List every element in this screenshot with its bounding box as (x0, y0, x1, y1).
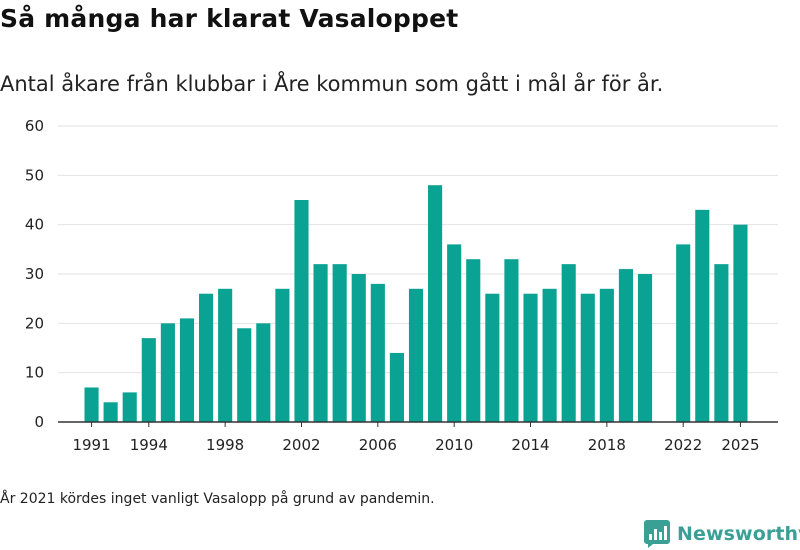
bar-1996[interactable] (179, 318, 195, 422)
bar-2023[interactable] (695, 209, 710, 422)
y-tick-label: 30 (25, 265, 44, 283)
bar-2007[interactable] (389, 352, 404, 422)
x-tick-label: 2002 (282, 436, 320, 454)
x-tick-label: 1994 (130, 436, 168, 454)
bar-1993[interactable] (122, 392, 137, 422)
bar-1997[interactable] (198, 293, 214, 422)
y-tick-label: 50 (25, 166, 44, 184)
chart-title: Så många har klarat Vasaloppet (0, 4, 459, 33)
bar-chart: 0 10 20 30 40 50 60 1991 1994 1998 2002 2006 2010 201… (25, 117, 778, 454)
bar-1992[interactable] (103, 402, 118, 422)
bar-2016[interactable] (561, 264, 576, 422)
y-tick-label: 10 (25, 364, 44, 382)
bar-1995[interactable] (160, 323, 175, 422)
bar-2013[interactable] (504, 259, 519, 422)
bar-2003[interactable] (313, 264, 328, 422)
bar-2017[interactable] (580, 293, 595, 422)
x-tick-label: 2022 (664, 436, 702, 454)
bar-2011[interactable] (466, 259, 481, 422)
bar-2018[interactable] (599, 288, 614, 422)
bar-2012[interactable] (485, 293, 500, 422)
bar-2008[interactable] (408, 288, 424, 422)
bar-1991[interactable] (84, 387, 99, 422)
bar-2014[interactable] (523, 293, 538, 422)
bar-2002[interactable] (294, 200, 309, 422)
chart-subtitle: Antal åkare från klubbar i Åre kommun so… (0, 72, 664, 96)
x-tick-label: 2014 (511, 436, 549, 454)
newsworthy-logo[interactable]: Newsworthy (644, 519, 800, 549)
brand-name: Newsworthy (677, 523, 800, 545)
bar-2022[interactable] (676, 244, 691, 422)
bar-2010[interactable] (447, 244, 462, 422)
bar-2005[interactable] (351, 274, 366, 422)
y-tick-label: 40 (25, 216, 44, 234)
bar-2001[interactable] (275, 288, 290, 422)
bar-2019[interactable] (618, 269, 634, 422)
bar-1999[interactable] (237, 328, 252, 422)
y-tick-label: 0 (34, 413, 44, 431)
gridlines (58, 125, 778, 374)
bars (84, 185, 748, 422)
x-tick-label: 1991 (72, 436, 110, 454)
x-tick-label: 2006 (359, 436, 397, 454)
axes: 0 10 20 30 40 50 60 1991 1994 1998 2002 2006 2010 201… (25, 117, 778, 454)
bar-1994[interactable] (141, 338, 156, 422)
footnote: År 2021 kördes inget vanligt Vasalopp på… (0, 491, 435, 507)
x-tick-label: 1998 (206, 436, 244, 454)
bar-2004[interactable] (332, 264, 347, 422)
bar-2009[interactable] (428, 185, 443, 422)
bar-2020[interactable] (637, 274, 653, 422)
bar-2025[interactable] (733, 224, 748, 422)
x-tick-label: 2025 (721, 436, 759, 454)
bar-2006[interactable] (370, 283, 385, 422)
bar-1998[interactable] (218, 288, 233, 422)
bar-2024[interactable] (714, 264, 729, 422)
bar-2000[interactable] (256, 323, 271, 422)
x-tick-label: 2018 (588, 436, 626, 454)
bar-2015[interactable] (542, 288, 557, 422)
bar-chart-logo-icon (644, 520, 670, 548)
y-tick-label: 60 (25, 117, 44, 135)
y-tick-label: 20 (25, 314, 44, 332)
x-tick-label: 2010 (435, 436, 473, 454)
